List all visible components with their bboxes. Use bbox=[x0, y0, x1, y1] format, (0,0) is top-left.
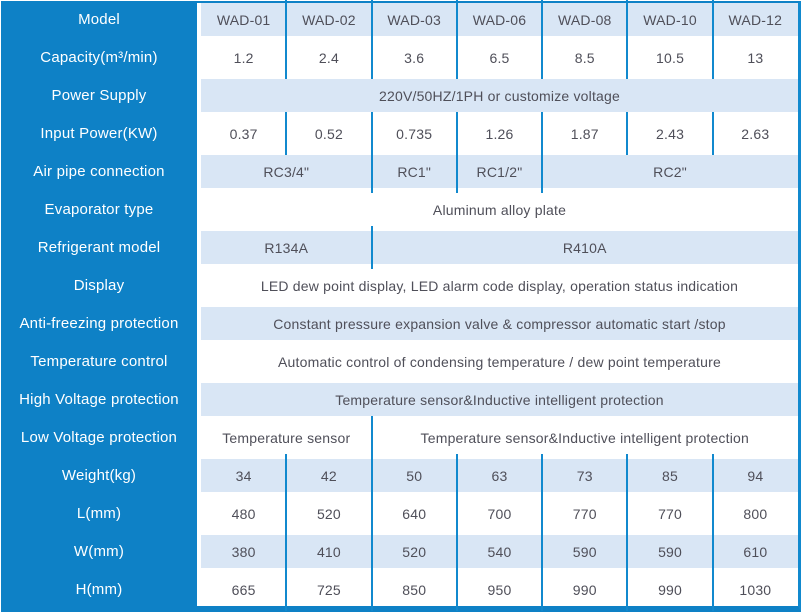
spec-cell-merged: Temperature sensor&Inductive intelligent… bbox=[201, 383, 798, 416]
spec-cell: 2.4 bbox=[285, 36, 372, 79]
spec-cell: 94 bbox=[711, 454, 798, 497]
row-capacity: 1.2 2.4 3.6 6.5 8.5 10.5 13 bbox=[201, 36, 798, 79]
spec-table-header-column: Model Capacity(m³/min) Power Supply Inpu… bbox=[1, 3, 197, 606]
spec-cell: 63 bbox=[455, 454, 543, 497]
spec-cell: 480 bbox=[201, 497, 287, 530]
spec-cell-merged: RC3/4" bbox=[201, 155, 372, 188]
row-label-width: W(mm) bbox=[73, 543, 125, 560]
row-evaporator-type: Aluminum alloy plate bbox=[201, 193, 798, 226]
row-refrigerant-model: R134A R410A bbox=[201, 226, 798, 269]
model-cell: WAD-12 bbox=[711, 0, 798, 41]
spec-cell-merged: 220V/50HZ/1PH or customize voltage bbox=[201, 79, 798, 112]
spec-cell: 520 bbox=[285, 492, 372, 535]
spec-cell-merged: Constant pressure expansion valve & comp… bbox=[201, 307, 798, 340]
row-label-high-voltage-protection: High Voltage protection bbox=[19, 391, 179, 408]
row-display: LED dew point display, LED alarm code di… bbox=[201, 269, 798, 302]
spec-cell: 85 bbox=[626, 454, 713, 497]
spec-cell: 590 bbox=[626, 530, 713, 573]
spec-cell: 42 bbox=[285, 454, 372, 497]
spec-cell: 2.43 bbox=[626, 112, 713, 155]
spec-cell: 10.5 bbox=[626, 36, 713, 79]
spec-cell: 73 bbox=[541, 454, 628, 497]
row-label-anti-freezing-protection: Anti-freezing protection bbox=[19, 315, 179, 332]
row-label-input-power: Input Power(KW) bbox=[40, 125, 158, 142]
spec-cell: 725 bbox=[285, 568, 372, 611]
spec-cell: 8.5 bbox=[541, 36, 628, 79]
row-label-low-voltage-protection: Low Voltage protection bbox=[20, 429, 178, 446]
spec-cell: RC1" bbox=[370, 150, 457, 193]
row-high-voltage-protection: Temperature sensor&Inductive intelligent… bbox=[201, 383, 798, 416]
row-label-power-supply: Power Supply bbox=[51, 87, 147, 104]
spec-cell: 0.37 bbox=[201, 117, 287, 150]
row-label-model: Model bbox=[78, 11, 120, 28]
spec-cell: 640 bbox=[370, 492, 457, 535]
row-air-pipe-connection: RC3/4" RC1" RC1/2" RC2" bbox=[201, 150, 798, 193]
spec-cell: 950 bbox=[455, 568, 543, 611]
spec-cell-merged: Temperature sensor&Inductive intelligent… bbox=[370, 416, 798, 459]
spec-cell: 770 bbox=[541, 492, 628, 535]
spec-cell: 2.63 bbox=[711, 112, 798, 155]
model-cell: WAD-02 bbox=[285, 0, 372, 41]
model-cell: WAD-08 bbox=[541, 0, 628, 41]
spec-cell-merged: RC2" bbox=[541, 150, 798, 193]
spec-cell: 610 bbox=[711, 530, 798, 573]
row-label-air-pipe-connection: Air pipe connection bbox=[33, 163, 165, 180]
row-width: 380 410 520 540 590 590 610 bbox=[201, 530, 798, 573]
spec-cell: 34 bbox=[201, 459, 287, 492]
row-label-evaporator-type: Evaporator type bbox=[44, 201, 154, 218]
row-label-weight: Weight(kg) bbox=[61, 467, 137, 484]
spec-cell: 1.87 bbox=[541, 112, 628, 155]
row-weight: 34 42 50 63 73 85 94 bbox=[201, 454, 798, 497]
spec-cell-merged: R134A bbox=[201, 231, 372, 264]
spec-cell: 990 bbox=[541, 568, 628, 611]
row-label-capacity: Capacity(m³/min) bbox=[40, 49, 158, 66]
row-power-supply: 220V/50HZ/1PH or customize voltage bbox=[201, 79, 798, 112]
row-label-temperature-control: Temperature control bbox=[30, 353, 168, 370]
spec-cell: 850 bbox=[370, 568, 457, 611]
model-cell: WAD-01 bbox=[201, 3, 287, 36]
row-label-refrigerant-model: Refrigerant model bbox=[37, 239, 161, 256]
spec-cell: 0.52 bbox=[285, 112, 372, 155]
spec-cell: 590 bbox=[541, 530, 628, 573]
spec-cell: 1.2 bbox=[201, 41, 287, 74]
row-label-height: H(mm) bbox=[75, 581, 123, 598]
spec-cell-merged: Automatic control of condensing temperat… bbox=[201, 345, 798, 378]
model-cell: WAD-10 bbox=[626, 0, 713, 41]
spec-cell: 13 bbox=[711, 36, 798, 79]
spec-cell: 990 bbox=[626, 568, 713, 611]
spec-cell: 540 bbox=[455, 530, 543, 573]
row-length: 480 520 640 700 770 770 800 bbox=[201, 492, 798, 535]
row-input-power: 0.37 0.52 0.735 1.26 1.87 2.43 2.63 bbox=[201, 112, 798, 155]
row-anti-freezing-protection: Constant pressure expansion valve & comp… bbox=[201, 307, 798, 340]
spec-cell: RC1/2" bbox=[455, 150, 543, 193]
model-cell: WAD-03 bbox=[370, 0, 457, 41]
spec-cell: 3.6 bbox=[370, 36, 457, 79]
spec-cell: 0.735 bbox=[370, 112, 457, 155]
spec-cell: 50 bbox=[370, 454, 457, 497]
spec-table-body: WAD-01 WAD-02 WAD-03 WAD-06 WAD-08 WAD-1… bbox=[197, 0, 798, 611]
model-cell: WAD-06 bbox=[455, 0, 543, 41]
row-low-voltage-protection: Temperature sensor Temperature sensor&In… bbox=[201, 416, 798, 459]
spec-cell: 410 bbox=[285, 530, 372, 573]
spec-cell-merged: Temperature sensor bbox=[201, 421, 372, 454]
spec-cell: 700 bbox=[455, 492, 543, 535]
row-label-length: L(mm) bbox=[76, 505, 122, 522]
spec-cell: 1030 bbox=[711, 568, 798, 611]
row-model: WAD-01 WAD-02 WAD-03 WAD-06 WAD-08 WAD-1… bbox=[201, 0, 798, 41]
spec-cell-merged: Aluminum alloy plate bbox=[201, 193, 798, 226]
spec-cell: 665 bbox=[201, 573, 287, 606]
spec-cell: 6.5 bbox=[455, 36, 543, 79]
spec-cell: 1.26 bbox=[455, 112, 543, 155]
row-label-display: Display bbox=[73, 277, 125, 294]
spec-cell: 800 bbox=[711, 492, 798, 535]
spec-cell-merged: R410A bbox=[370, 226, 798, 269]
row-height: 665 725 850 950 990 990 1030 bbox=[201, 568, 798, 611]
spec-cell: 380 bbox=[201, 535, 287, 568]
row-temperature-control: Automatic control of condensing temperat… bbox=[201, 345, 798, 378]
spec-cell: 770 bbox=[626, 492, 713, 535]
spec-cell-merged: LED dew point display, LED alarm code di… bbox=[201, 269, 798, 302]
spec-cell: 520 bbox=[370, 530, 457, 573]
